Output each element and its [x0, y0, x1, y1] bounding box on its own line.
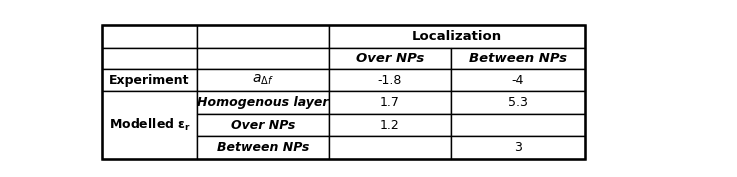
Text: 3: 3	[514, 141, 522, 154]
Bar	[197, 114, 329, 136]
Text: 1.7: 1.7	[380, 96, 400, 109]
Text: Between NPs: Between NPs	[217, 141, 309, 154]
Bar	[102, 69, 197, 92]
Bar	[102, 92, 197, 159]
Text: -1.8: -1.8	[378, 74, 402, 87]
Text: Over NPs: Over NPs	[231, 119, 295, 132]
Bar	[102, 25, 197, 48]
Text: Over NPs: Over NPs	[356, 52, 424, 65]
Bar	[197, 69, 329, 92]
Text: Localization: Localization	[412, 30, 502, 43]
Bar	[197, 136, 329, 159]
Bar	[197, 25, 329, 48]
Bar	[451, 136, 585, 159]
Text: $\mathit{a}_{\mathit{\Delta f}}$: $\mathit{a}_{\mathit{\Delta f}}$	[252, 73, 274, 87]
Bar	[451, 92, 585, 114]
Bar	[329, 69, 451, 92]
Bar	[451, 114, 585, 136]
Bar	[329, 48, 451, 69]
Bar	[102, 48, 197, 69]
Bar	[451, 48, 585, 69]
Bar	[329, 92, 451, 114]
Bar	[102, 25, 585, 159]
Text: Experiment: Experiment	[109, 74, 190, 87]
Text: 1.2: 1.2	[380, 119, 400, 132]
Text: 5.3: 5.3	[508, 96, 528, 109]
Bar	[197, 92, 329, 114]
Text: -4: -4	[511, 74, 524, 87]
Text: $\mathbf{Modelled}\ \boldsymbol{\varepsilon}_{\mathbf{r}}$: $\mathbf{Modelled}\ \boldsymbol{\varepsi…	[108, 117, 190, 133]
Bar	[329, 136, 451, 159]
Text: Between NPs: Between NPs	[469, 52, 567, 65]
Bar	[197, 48, 329, 69]
Text: Homogenous layer: Homogenous layer	[198, 96, 329, 109]
Bar	[329, 25, 585, 48]
Bar	[451, 69, 585, 92]
Bar	[329, 114, 451, 136]
